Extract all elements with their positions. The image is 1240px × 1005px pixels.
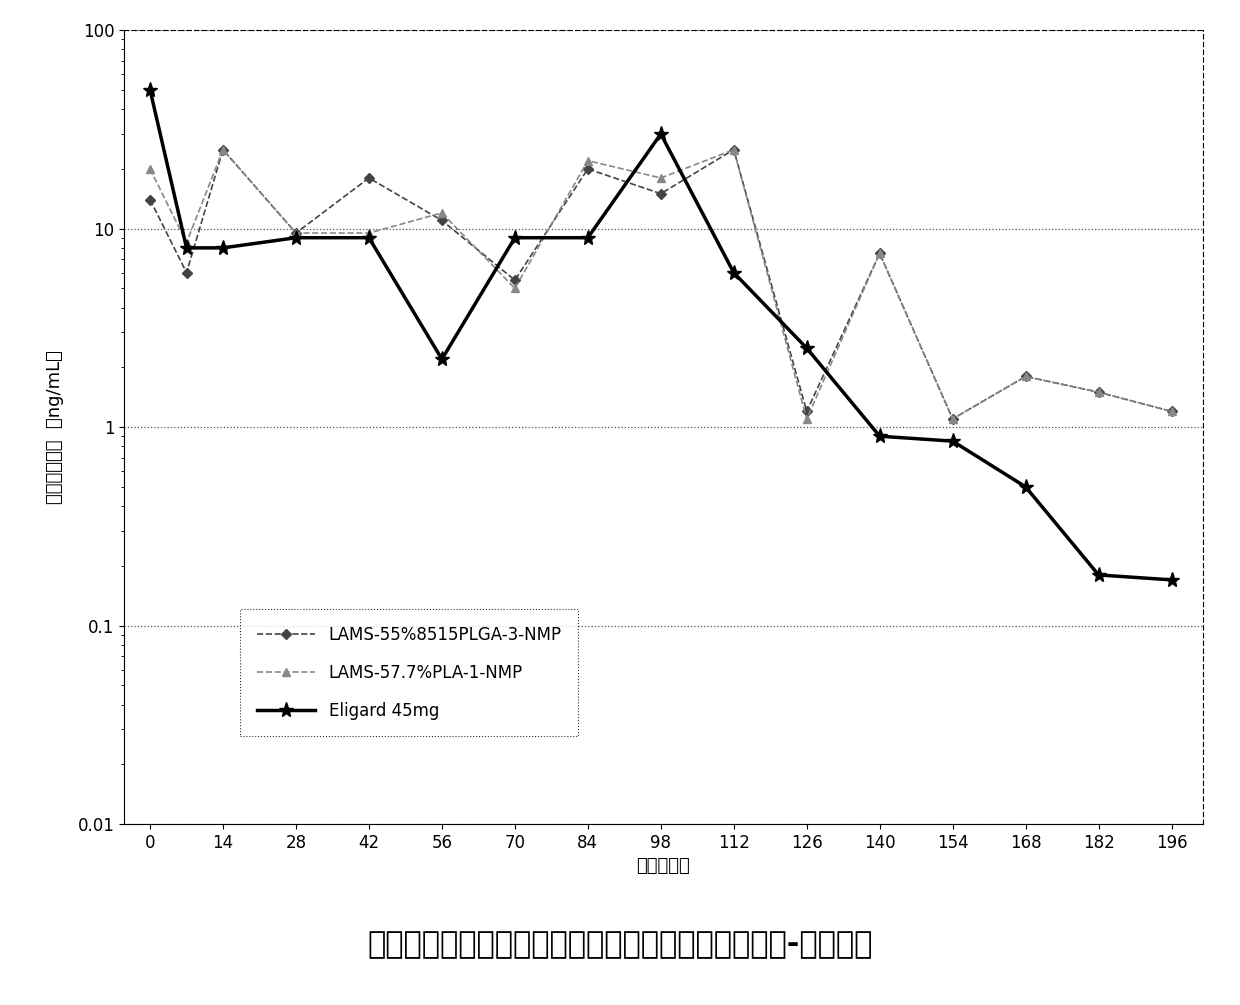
LAMS-55%8515PLGA-3-NMP bbox=[507, 274, 522, 286]
LAMS-57.7%PLA-1-NMP bbox=[580, 155, 595, 167]
LAMS-55%8515PLGA-3-NMP bbox=[1018, 371, 1033, 383]
Eligard 45mg bbox=[216, 242, 231, 254]
Eligard 45mg bbox=[179, 242, 193, 254]
Eligard 45mg bbox=[362, 232, 377, 244]
Line: LAMS-57.7%PLA-1-NMP: LAMS-57.7%PLA-1-NMP bbox=[146, 146, 1176, 423]
LAMS-55%8515PLGA-3-NMP bbox=[800, 405, 815, 417]
Eligard 45mg bbox=[1018, 480, 1033, 492]
LAMS-55%8515PLGA-3-NMP bbox=[727, 144, 742, 156]
Eligard 45mg bbox=[580, 232, 595, 244]
LAMS-57.7%PLA-1-NMP bbox=[1164, 405, 1179, 417]
LAMS-55%8515PLGA-3-NMP bbox=[872, 247, 887, 259]
LAMS-55%8515PLGA-3-NMP bbox=[1164, 405, 1179, 417]
Eligard 45mg bbox=[289, 232, 304, 244]
Legend: LAMS-55%8515PLGA-3-NMP, LAMS-57.7%PLA-1-NMP, Eligard 45mg: LAMS-55%8515PLGA-3-NMP, LAMS-57.7%PLA-1-… bbox=[241, 609, 578, 737]
LAMS-57.7%PLA-1-NMP bbox=[362, 227, 377, 239]
Line: Eligard 45mg: Eligard 45mg bbox=[143, 82, 1179, 588]
LAMS-57.7%PLA-1-NMP bbox=[143, 163, 157, 175]
LAMS-55%8515PLGA-3-NMP bbox=[945, 413, 960, 425]
Y-axis label: 亮丙瑞林浓度  （ng/mL）: 亮丙瑞林浓度 （ng/mL） bbox=[46, 350, 63, 505]
Eligard 45mg bbox=[507, 232, 522, 244]
LAMS-55%8515PLGA-3-NMP bbox=[289, 227, 304, 239]
LAMS-57.7%PLA-1-NMP bbox=[872, 247, 887, 259]
LAMS-57.7%PLA-1-NMP bbox=[800, 413, 815, 425]
LAMS-55%8515PLGA-3-NMP bbox=[434, 214, 449, 226]
LAMS-57.7%PLA-1-NMP bbox=[179, 236, 193, 248]
LAMS-57.7%PLA-1-NMP bbox=[727, 144, 742, 156]
LAMS-57.7%PLA-1-NMP bbox=[507, 282, 522, 294]
LAMS-55%8515PLGA-3-NMP bbox=[1091, 386, 1106, 398]
Eligard 45mg bbox=[143, 83, 157, 95]
Eligard 45mg bbox=[653, 128, 668, 140]
LAMS-55%8515PLGA-3-NMP bbox=[362, 172, 377, 184]
Eligard 45mg bbox=[872, 430, 887, 442]
Line: LAMS-55%8515PLGA-3-NMP: LAMS-55%8515PLGA-3-NMP bbox=[146, 146, 1176, 422]
LAMS-57.7%PLA-1-NMP bbox=[1091, 386, 1106, 398]
LAMS-57.7%PLA-1-NMP bbox=[434, 207, 449, 219]
LAMS-57.7%PLA-1-NMP bbox=[289, 227, 304, 239]
Eligard 45mg bbox=[1164, 574, 1179, 586]
LAMS-57.7%PLA-1-NMP bbox=[945, 413, 960, 425]
Eligard 45mg bbox=[1091, 569, 1106, 581]
LAMS-57.7%PLA-1-NMP bbox=[1018, 371, 1033, 383]
Eligard 45mg bbox=[434, 353, 449, 365]
Eligard 45mg bbox=[727, 266, 742, 278]
LAMS-57.7%PLA-1-NMP bbox=[653, 172, 668, 184]
LAMS-57.7%PLA-1-NMP bbox=[216, 144, 231, 156]
X-axis label: 时间（天）: 时间（天） bbox=[636, 857, 691, 875]
LAMS-55%8515PLGA-3-NMP bbox=[580, 163, 595, 175]
Eligard 45mg bbox=[800, 342, 815, 354]
Eligard 45mg bbox=[945, 435, 960, 447]
LAMS-55%8515PLGA-3-NMP bbox=[216, 144, 231, 156]
Text: 单次皮下给药后雄性大鼠中亮丙瑞林的平均血清浓度-时间曲线: 单次皮下给药后雄性大鼠中亮丙瑞林的平均血清浓度-时间曲线 bbox=[367, 931, 873, 959]
LAMS-55%8515PLGA-3-NMP bbox=[179, 266, 193, 278]
LAMS-55%8515PLGA-3-NMP bbox=[143, 194, 157, 206]
LAMS-55%8515PLGA-3-NMP bbox=[653, 188, 668, 200]
